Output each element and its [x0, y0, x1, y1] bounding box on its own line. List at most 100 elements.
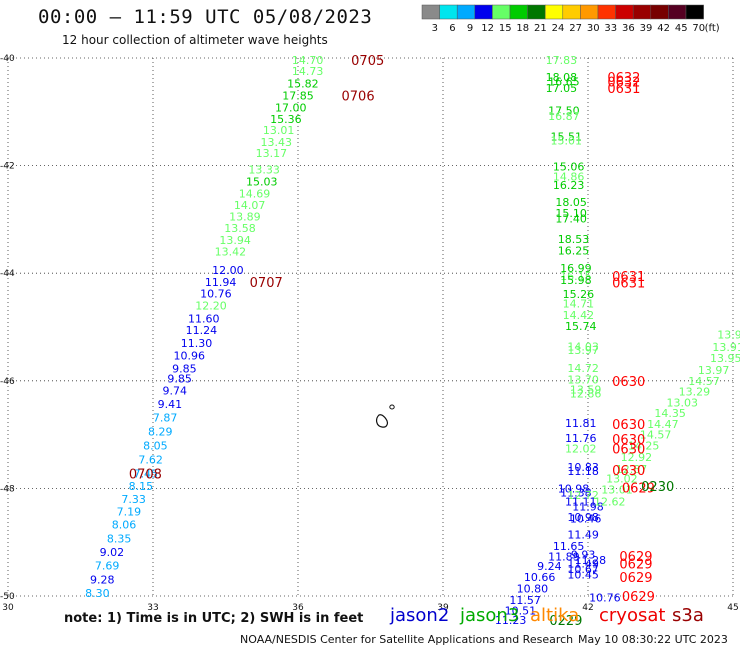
- swh-value: 13.97: [698, 364, 730, 377]
- legend-label: 24: [552, 23, 565, 34]
- lon-tick-label: 30: [2, 603, 14, 613]
- swh-value: 11.24: [186, 324, 218, 337]
- lat-tick-label: -48: [0, 484, 15, 494]
- swh-value: 10.80: [517, 582, 549, 595]
- swh-value: 9.28: [90, 573, 115, 586]
- swh-value: 18.05: [555, 196, 587, 209]
- sat-altika: altika: [530, 605, 580, 626]
- swh-value: 7.87: [153, 411, 178, 424]
- swh-value: 13.89: [229, 211, 261, 224]
- pass-time: 0707: [250, 276, 283, 291]
- swh-value: 14.73: [292, 65, 324, 78]
- pass-time: 0631: [612, 276, 645, 291]
- swh-value: 9.41: [158, 398, 183, 411]
- lat-tick-label: -46: [0, 377, 15, 387]
- swh-value: 13.95: [710, 352, 740, 365]
- legend-swatch: [580, 4, 599, 20]
- swh-value: 7.62: [138, 453, 163, 466]
- legend-label: 6: [449, 23, 455, 34]
- legend-swatch: [474, 4, 493, 20]
- swh-value: 11.76: [565, 432, 597, 445]
- swh-value: 12.62: [594, 495, 626, 508]
- swh-value: 8.05: [143, 439, 168, 452]
- pass-time: 0229: [549, 614, 582, 629]
- swh-value: 17.00: [275, 101, 307, 114]
- map-grid: [7, 57, 734, 597]
- swh-value: 16.25: [558, 245, 590, 258]
- legend-swatch: [685, 4, 704, 20]
- legend-swatch: [527, 4, 546, 20]
- swh-value: 14.72: [567, 362, 599, 375]
- lat-tick-label: -50: [0, 592, 15, 602]
- swh-value: 16.15: [560, 270, 592, 283]
- swh-value: 15.10: [555, 207, 587, 220]
- pass-time: 0631: [607, 82, 640, 97]
- legend-swatch: [562, 4, 581, 20]
- swh-value: 12.72: [567, 489, 599, 502]
- pass-time: 0629: [619, 550, 652, 565]
- swh-value: 8.15: [129, 480, 154, 493]
- swh-value: 10.83: [567, 461, 599, 474]
- swh-value: 11.11: [565, 495, 597, 508]
- swh-value: 11.49: [567, 529, 599, 542]
- swh-value: 9.24: [537, 560, 562, 573]
- pass-time: 0631: [612, 270, 645, 285]
- swh-value: 13.58: [224, 222, 256, 235]
- pass-time: 0629: [622, 590, 655, 605]
- legend-label: 42: [657, 23, 670, 34]
- pass-time: 0630: [612, 375, 645, 390]
- swh-value: 9.85: [167, 373, 192, 386]
- pass-time: 0629: [622, 481, 655, 496]
- swh-value: 14.69: [239, 188, 271, 201]
- swh-value: 8.29: [148, 425, 173, 438]
- legend-label: 9: [467, 23, 473, 34]
- swh-value: 14.25: [628, 439, 660, 452]
- pass-time: 0630: [612, 464, 645, 479]
- generated-timestamp: May 10 08:30:22 UTC 2023: [578, 633, 728, 646]
- swh-value: 11.30: [181, 337, 213, 350]
- swh-value: 10.51: [505, 605, 537, 618]
- swh-value: 16.23: [553, 179, 585, 192]
- legend-swatch: [544, 4, 564, 20]
- swh-value: 7.69: [95, 559, 120, 572]
- legend-swatch: [615, 4, 634, 20]
- swh-value: 13.33: [248, 163, 280, 176]
- swh-value: 10.76: [200, 288, 232, 301]
- swh-value: 13.17: [256, 147, 288, 160]
- swh-value: 9.85: [172, 362, 197, 375]
- swh-value: 10.66: [524, 571, 556, 584]
- swh-value: 10.98: [567, 511, 599, 524]
- pass-time: 0629: [619, 558, 652, 573]
- swh-value: 14.57: [688, 375, 720, 388]
- footer-note: note: 1) Time is in UTC; 2) SWH is in fe…: [64, 611, 364, 626]
- swh-value: 12.00: [212, 264, 244, 277]
- lon-tick-label: 42: [582, 603, 593, 613]
- legend-label: 30: [587, 23, 600, 34]
- legend-label: 36: [622, 23, 635, 34]
- swh-value: 14.71: [563, 297, 595, 310]
- swh-value: 14.42: [563, 309, 595, 322]
- legend-label: 3: [432, 23, 438, 34]
- lat-tick-label: -42: [0, 162, 15, 172]
- legend-label: 21: [534, 23, 547, 34]
- swh-value: 18.53: [558, 233, 590, 246]
- swh-value: 15.01: [551, 134, 583, 147]
- pass-time: 0632: [607, 76, 640, 91]
- swh-value: 17.50: [548, 105, 580, 118]
- swh-value: 15.03: [246, 176, 278, 189]
- swh-value: 7.19: [117, 506, 142, 519]
- swh-value: 13.91: [712, 341, 740, 354]
- swh-value: 15.74: [565, 320, 597, 333]
- legend-label: 15: [499, 23, 512, 34]
- swh-value: 14.86: [553, 170, 585, 183]
- swh-value: 10.45: [567, 568, 599, 581]
- swh-value: 15.51: [551, 131, 583, 144]
- sat-jason3: jason3: [460, 605, 520, 626]
- lon-tick-label: 36: [292, 603, 304, 613]
- swh-value: 17.83: [546, 54, 578, 67]
- pass-time: 0630: [612, 418, 645, 433]
- swh-value: 9.74: [163, 384, 188, 397]
- pass-time-labels: 0705070607070708063206320631063106310630…: [129, 54, 674, 629]
- swh-value: 13.59: [570, 383, 602, 396]
